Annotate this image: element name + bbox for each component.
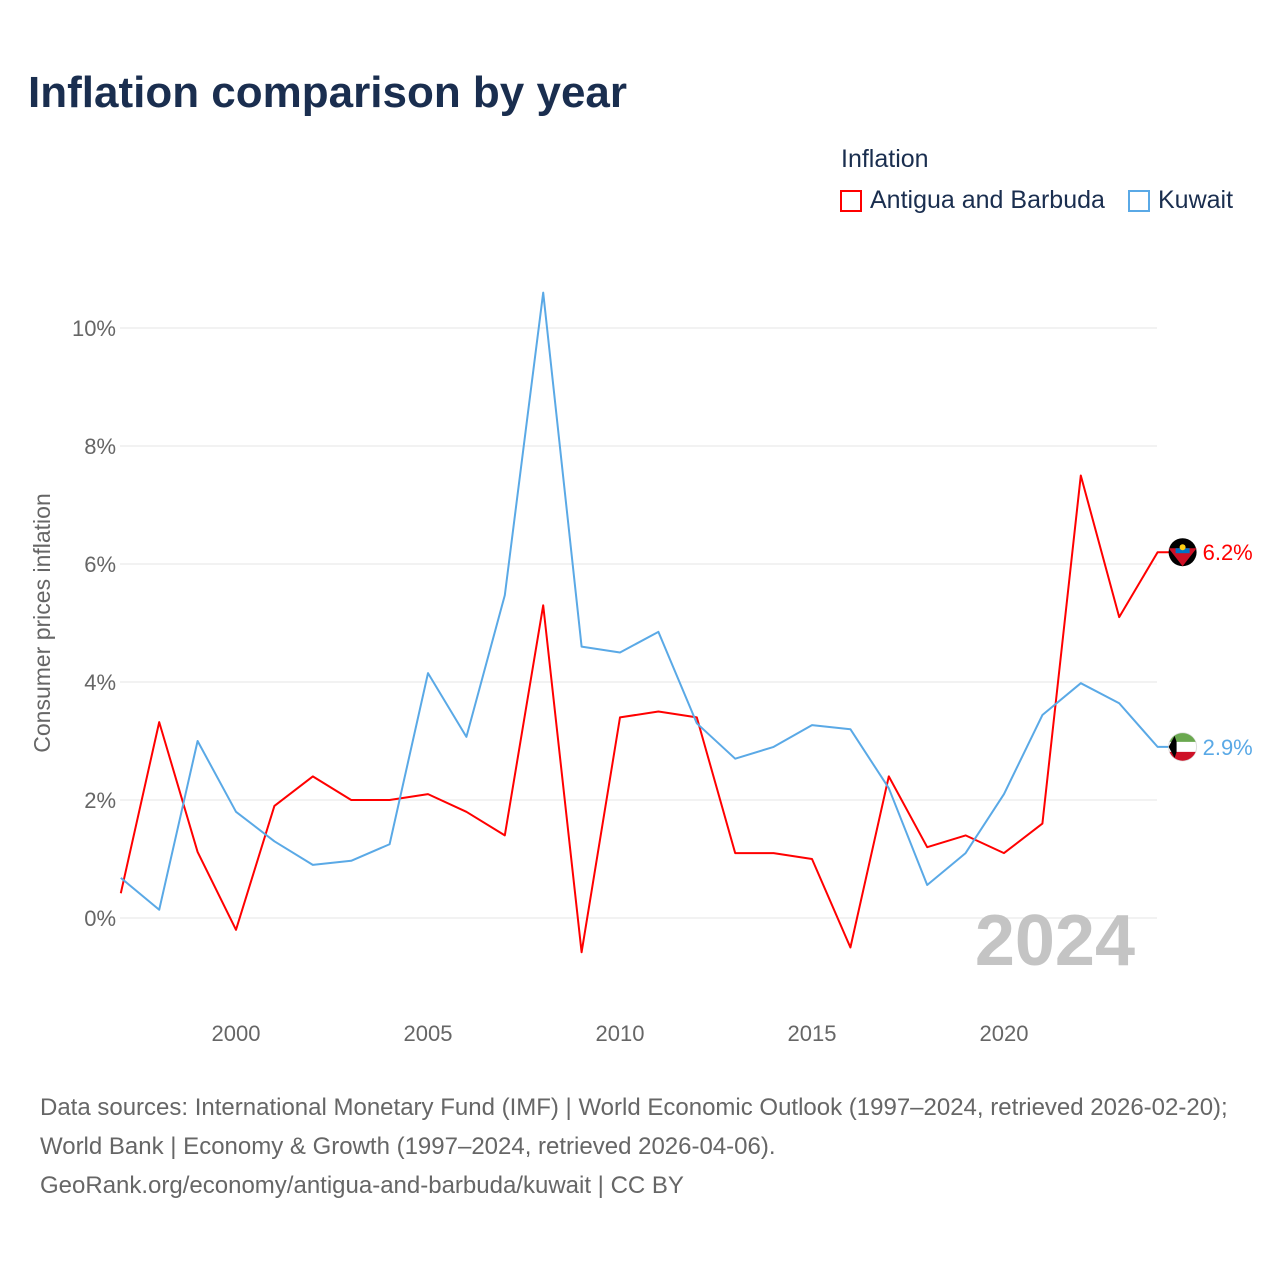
series-line-1 [120, 291, 1183, 911]
series-line-0 [119, 474, 1183, 954]
chart-title: Inflation comparison by year [28, 68, 628, 117]
y-tick-label: 2% [84, 788, 116, 813]
y-axis-label: Consumer prices inflation [29, 493, 55, 753]
y-tick-label: 0% [84, 906, 116, 931]
year-watermark: 2024 [975, 901, 1135, 981]
x-tick-label: 2010 [596, 1021, 645, 1046]
source-line: Data sources: International Monetary Fun… [40, 1094, 1228, 1160]
legend-label: Kuwait [1158, 186, 1234, 214]
end-value-label: 6.2% [1203, 540, 1253, 565]
flag-part [1179, 544, 1186, 551]
end-value-label: 2.9% [1203, 735, 1253, 760]
source-note: Data sources: International Monetary Fun… [40, 1088, 1250, 1205]
legend-item-kuwait[interactable]: Kuwait [1128, 186, 1233, 215]
legend-swatch [1128, 189, 1150, 212]
y-tick-label: 10% [72, 316, 116, 341]
legend-item-antigua[interactable]: Antigua and Barbuda [840, 186, 1105, 215]
flag-part [1169, 751, 1196, 761]
legend-title: Inflation [841, 145, 929, 173]
legend-swatch [840, 189, 862, 212]
flag-part [1168, 735, 1177, 758]
x-tick-label: 2005 [404, 1021, 453, 1046]
x-tick-label: 2015 [788, 1021, 837, 1046]
source-url[interactable]: GeoRank.org/economy/antigua-and-barbuda/… [40, 1172, 684, 1199]
x-tick-label: 2000 [212, 1021, 261, 1046]
y-tick-label: 8% [84, 434, 116, 459]
flag-part [1175, 548, 1190, 554]
x-tick-label: 2020 [980, 1021, 1029, 1046]
y-tick-label: 6% [84, 552, 116, 577]
legend-label: Antigua and Barbuda [870, 186, 1105, 214]
flag-part [1169, 733, 1196, 742]
y-tick-label: 4% [84, 670, 116, 695]
